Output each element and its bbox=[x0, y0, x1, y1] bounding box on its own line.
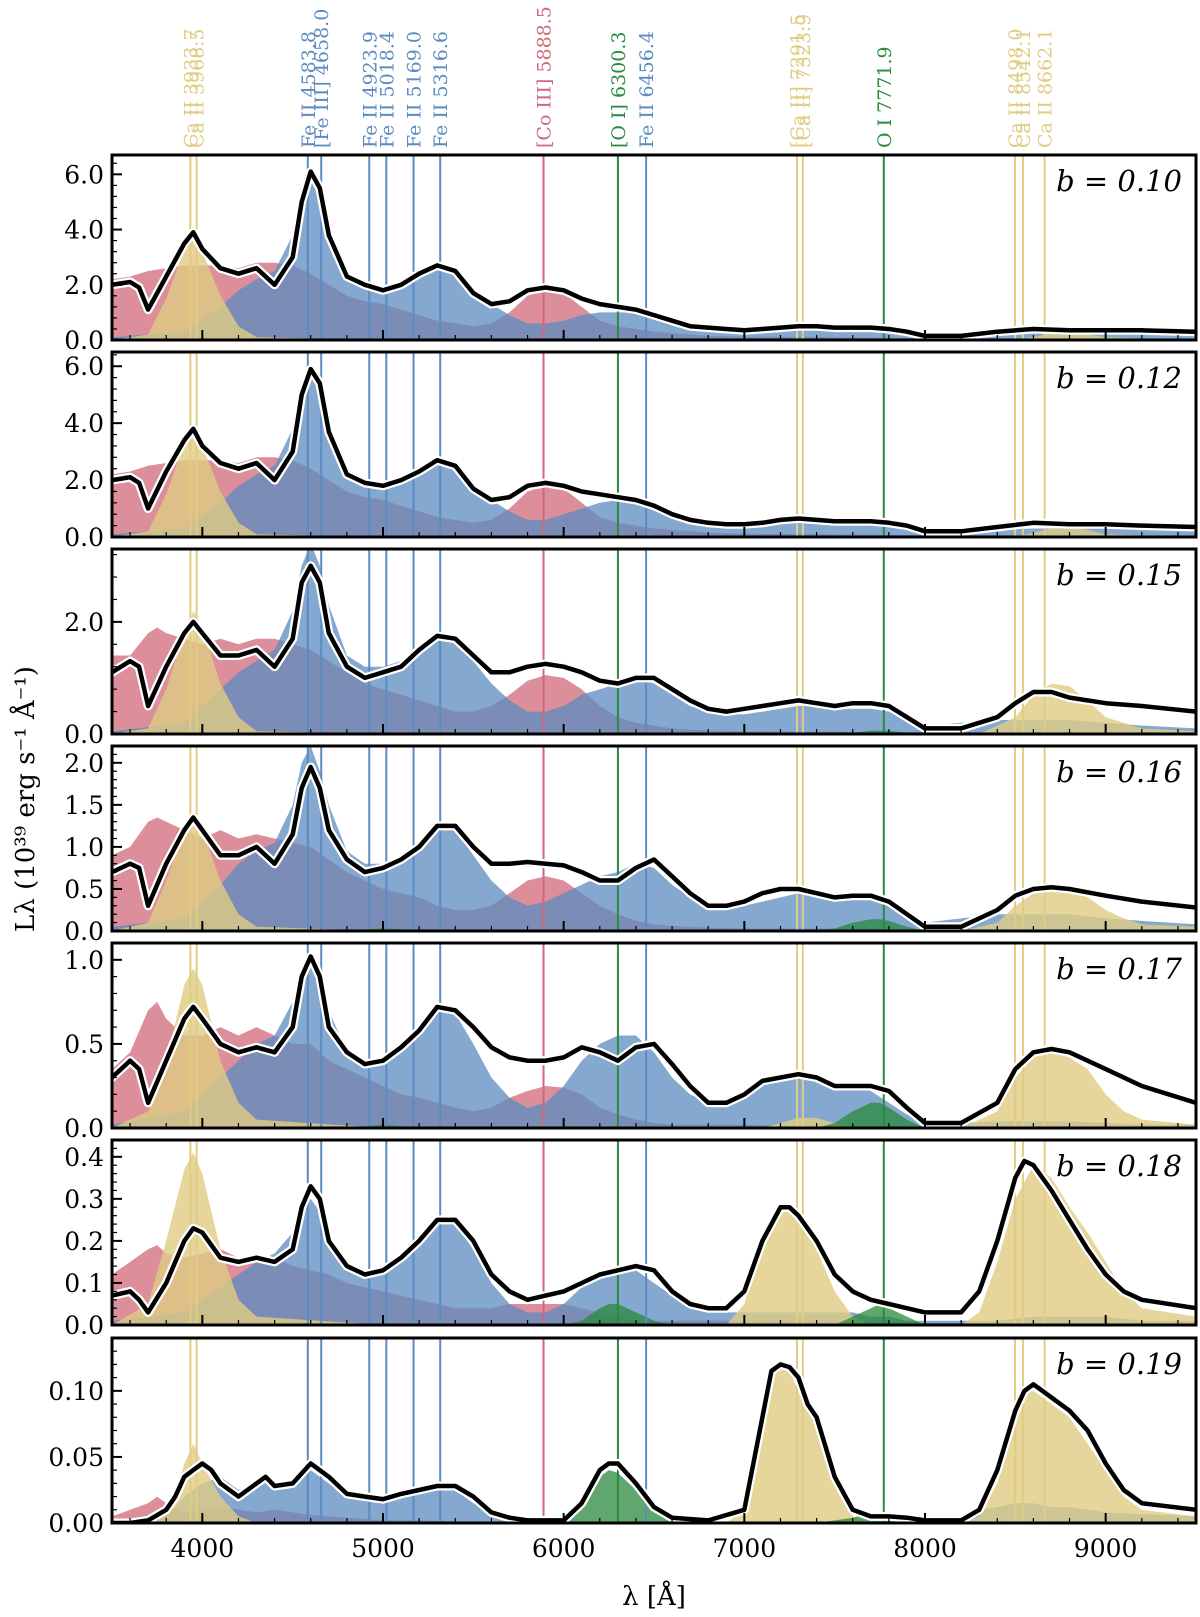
y-tick-label: 1.0 bbox=[64, 946, 104, 975]
area-fe-panel-4 bbox=[112, 746, 1196, 931]
area-fe-panel-6 bbox=[112, 1198, 1196, 1325]
y-tick-label: 0.0 bbox=[64, 326, 104, 355]
line-label-fe-ii-5316-6: Fe II 5316.6 bbox=[430, 31, 452, 148]
panel-4: 0.0 0.5 1.0 1.5 2.0 b = 0.16 bbox=[64, 744, 1198, 946]
total-spectrum-panel-6 bbox=[112, 1158, 1196, 1315]
line-label-fe-iii-4658-0: [Fe III] 4658.0 bbox=[311, 9, 333, 148]
y-tick-label: 0.2 bbox=[64, 1227, 104, 1256]
area-fe-panel-2 bbox=[112, 369, 1196, 537]
panel-frame-1 bbox=[110, 153, 1198, 342]
line-label-ca-ii-8542-1: Ca II 8542.1 bbox=[1013, 29, 1035, 148]
y-tick-label: 2.0 bbox=[64, 271, 104, 300]
total-spectrum-panel-2 bbox=[112, 366, 1196, 534]
line-label-ca-ii-8662-1: Ca II 8662.1 bbox=[1035, 29, 1057, 148]
line-label-fe-ii-4923-9: Fe II 4923.9 bbox=[359, 31, 381, 148]
x-tick-label: 5000 bbox=[351, 1534, 415, 1563]
total-spectrum-panel-1 bbox=[112, 169, 1196, 339]
panel-frame-5 bbox=[110, 941, 1198, 1130]
area-ca-panel-1 bbox=[112, 235, 1196, 340]
line-label-co-iii-5888-5: [Co III] 5888.5 bbox=[534, 6, 556, 148]
y-tick-label: 1.0 bbox=[64, 833, 104, 862]
line-label-o-i-7771-9: O I 7771.9 bbox=[874, 46, 896, 148]
line-label-o-i-6300-3: [O I] 6300.3 bbox=[608, 32, 630, 148]
y-tick-label: 0.0 bbox=[64, 917, 104, 946]
y-tick-label: 0.5 bbox=[64, 1030, 104, 1059]
area-fe-panel-3 bbox=[112, 549, 1196, 734]
y-tick-label: 0.3 bbox=[64, 1185, 104, 1214]
line-label-ca-ii-7291-5: [Ca II] 7291.5 bbox=[787, 14, 809, 148]
area-fe-panel-1 bbox=[112, 174, 1196, 340]
y-tick-label: 2.0 bbox=[64, 749, 104, 778]
y-tick-label: 0.0 bbox=[64, 523, 104, 552]
panel-label: b = 0.10 bbox=[1056, 164, 1182, 198]
panel-2: 0.0 2.0 4.0 6.0 b = 0.12 bbox=[64, 350, 1198, 552]
panel-label: b = 0.15 bbox=[1056, 558, 1182, 592]
x-axis-label: λ [Å] bbox=[622, 1580, 686, 1612]
area-o-panel-6 bbox=[112, 1304, 1196, 1325]
y-tick-label: 4.0 bbox=[64, 409, 104, 438]
line-label-fe-ii-5018-4: Fe II 5018.4 bbox=[376, 31, 398, 148]
panel-label: b = 0.16 bbox=[1056, 755, 1182, 789]
y-tick-label: 2.0 bbox=[64, 608, 104, 637]
line-label-fe-ii-6456-4: Fe II 6456.4 bbox=[636, 31, 658, 148]
total-spectrum-panel-5 bbox=[112, 954, 1196, 1126]
y-tick-label: 0.05 bbox=[48, 1443, 104, 1472]
line-label-ca-ii-3968-5: Ca II 3968.5 bbox=[187, 29, 209, 148]
y-axis-label: Lλ (10³⁹ erg s⁻¹ Å⁻¹) bbox=[9, 666, 41, 932]
panel-label: b = 0.12 bbox=[1056, 361, 1182, 395]
area-ca-panel-3 bbox=[112, 610, 1196, 734]
area-ca-panel-5 bbox=[112, 968, 1196, 1128]
x-tick-label: 4000 bbox=[171, 1534, 235, 1563]
panel-1: 0.0 2.0 4.0 6.0 b = 0.10 bbox=[64, 153, 1198, 355]
total-spectrum-panel-7 bbox=[112, 1362, 1196, 1523]
area-ca-panel-2 bbox=[112, 428, 1196, 537]
panel-6: 0.0 0.1 0.2 0.3 0.4 b = 0.18 bbox=[64, 1138, 1198, 1340]
panel-frame-2 bbox=[110, 350, 1198, 539]
panel-label: b = 0.18 bbox=[1056, 1149, 1182, 1183]
panel-7: 0.00 0.05 0.10 b = 0.19 bbox=[48, 1336, 1198, 1538]
line-label-ca-ii-7323-9: [Ca II] 7323.9 bbox=[793, 14, 815, 148]
y-tick-label: 1.5 bbox=[64, 791, 104, 820]
total-spectrum-panel-3 bbox=[112, 563, 1196, 731]
area-fe-panel-5 bbox=[112, 951, 1196, 1128]
area-ca-panel-7 bbox=[112, 1364, 1196, 1523]
y-tick-label: 6.0 bbox=[64, 352, 104, 381]
y-tick-label: 4.0 bbox=[64, 216, 104, 245]
area-fe-panel-7 bbox=[112, 1470, 1196, 1523]
line-label-fe-ii-4583-8: Fe II 4583.8 bbox=[298, 31, 320, 148]
panel-label: b = 0.19 bbox=[1056, 1347, 1182, 1381]
x-axis: 4000 5000 6000 7000 8000 9000 bbox=[171, 1534, 1138, 1563]
panel-frame-3 bbox=[110, 547, 1198, 736]
y-tick-label: 0.10 bbox=[48, 1377, 104, 1406]
line-label-ca-ii-3933-7: Ca II 3933.7 bbox=[180, 29, 202, 148]
y-tick-label: 0.0 bbox=[64, 1114, 104, 1143]
y-tick-label: 2.0 bbox=[64, 466, 104, 495]
y-tick-label: 0.4 bbox=[64, 1143, 104, 1172]
total-spectrum-panel-4 bbox=[112, 764, 1196, 930]
x-tick-label: 9000 bbox=[1074, 1534, 1138, 1563]
x-tick-label: 6000 bbox=[532, 1534, 596, 1563]
y-tick-label: 0.5 bbox=[64, 875, 104, 904]
area-ca-panel-6 bbox=[112, 1152, 1196, 1325]
x-tick-label: 7000 bbox=[713, 1534, 777, 1563]
panel-3: 0.0 2.0 b = 0.15 bbox=[64, 547, 1198, 749]
spectra-panels: 0.02.04.06.0 b = 0.100.02.04.06.0 b = 0.12… bbox=[48, 153, 1198, 1538]
y-tick-label: 0.0 bbox=[64, 720, 104, 749]
y-tick-label: 6.0 bbox=[64, 160, 104, 189]
line-labels: Ca II 3933.7Ca II 3968.5 Fe II 4583.8[Fe … bbox=[180, 6, 1056, 148]
area-ca-panel-4 bbox=[112, 813, 1196, 931]
line-label-ca-ii-8498-0: Ca II 8498.0 bbox=[1005, 29, 1027, 148]
area-o-panel-7 bbox=[112, 1470, 1196, 1523]
panel-5: 0.0 0.5 1.0 b = 0.17 bbox=[64, 941, 1198, 1143]
x-tick-label: 8000 bbox=[893, 1534, 957, 1563]
panel-label: b = 0.17 bbox=[1056, 952, 1182, 986]
y-tick-label: 0.0 bbox=[64, 1311, 104, 1340]
y-tick-label: 0.00 bbox=[48, 1509, 104, 1538]
y-tick-label: 0.1 bbox=[64, 1269, 104, 1298]
line-label-fe-ii-5169-0: Fe II 5169.0 bbox=[404, 31, 426, 148]
